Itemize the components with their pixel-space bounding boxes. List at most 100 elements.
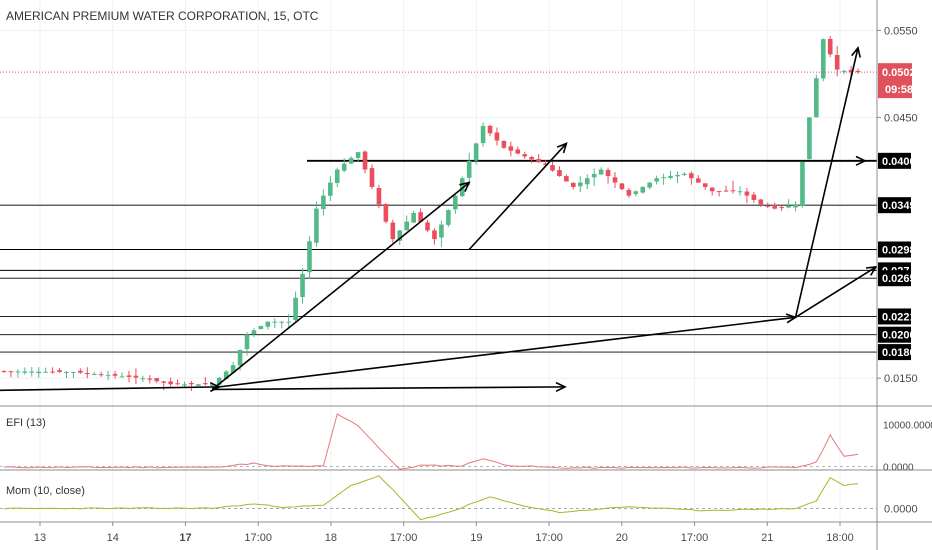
arrow-head (556, 142, 568, 154)
candle-body (779, 207, 784, 209)
candle-body (647, 182, 653, 188)
candle-body (161, 381, 166, 383)
efi-tick-label: 0.0000 (883, 463, 914, 474)
candle-body (293, 297, 298, 321)
arrow-shaft (211, 181, 470, 391)
candle-body (119, 376, 125, 378)
candle-body (480, 126, 486, 144)
candle-body (216, 377, 222, 385)
candle-body (800, 160, 805, 207)
candle-body (543, 163, 548, 166)
trend-arrow[interactable] (795, 265, 878, 319)
candle-body (78, 370, 83, 373)
candle-body (848, 69, 854, 73)
level-tag (878, 197, 911, 214)
candle-body (91, 373, 97, 375)
candle-body (71, 372, 76, 374)
candle-body (696, 178, 701, 183)
candle-body (154, 378, 160, 382)
efi-line (3, 413, 859, 470)
candle-body (536, 158, 541, 163)
trend-arrow[interactable] (767, 155, 867, 166)
time-tick-label: 19 (470, 532, 482, 544)
arrow-shaft (794, 47, 859, 318)
candle-body (807, 117, 812, 160)
candle-body (230, 365, 236, 373)
candle-body (508, 146, 514, 151)
candle-body (515, 149, 521, 154)
price-tick-label: 0.0180 (882, 347, 916, 359)
candle-body (286, 321, 291, 323)
price-tick-label: 0.0150 (884, 373, 918, 385)
trend-arrow[interactable] (468, 142, 568, 251)
level-tag (878, 152, 911, 169)
candle-body (425, 222, 430, 231)
candle-body (584, 178, 590, 185)
time-tick-label: 17:00 (390, 532, 418, 544)
candle-body (730, 190, 736, 192)
candle-body (348, 157, 354, 164)
candle-body (619, 183, 625, 190)
efi-pane (0, 413, 877, 470)
candle-body (432, 230, 437, 240)
arrow-head (851, 46, 861, 58)
arrow-head (865, 265, 878, 276)
candle-body (473, 143, 479, 161)
arrow-head (555, 381, 567, 393)
time-tick-label: 18:00 (826, 532, 854, 544)
candle-body (501, 140, 507, 148)
horizontal-levels[interactable] (0, 159, 877, 353)
candle-body (577, 182, 583, 187)
time-axis[interactable]: 13 14 17 17:00 18 17:00 19 17:00 20 17:00 21 18:00 (34, 522, 854, 544)
candle-body (189, 382, 194, 385)
candle-body (591, 173, 597, 178)
candle-body (1, 371, 7, 373)
candle-body (328, 182, 333, 196)
candle-body (22, 371, 28, 373)
time-tick-label: 17:00 (535, 532, 563, 544)
candle-body (57, 370, 62, 372)
trend-arrows[interactable] (0, 46, 878, 393)
candle-body (355, 152, 361, 158)
trend-arrow[interactable] (219, 313, 798, 388)
candle-body (841, 70, 847, 72)
trend-arrow[interactable] (0, 381, 222, 393)
price-axis[interactable]: 0.05500.04500.04000.03490.02980.02740.02… (877, 25, 932, 516)
candle-body (814, 78, 819, 118)
candle-body (772, 204, 777, 209)
price-tick-label: 0.0265 (882, 273, 916, 285)
candle-body (633, 191, 639, 195)
candle-body (334, 169, 340, 184)
candle-body (418, 212, 423, 222)
candle-body (112, 373, 118, 376)
candle-body (376, 188, 382, 205)
efi-tick-label: 10000.0000 (883, 421, 932, 432)
candle-body (564, 176, 569, 182)
current-price-label: 0.0502 (882, 67, 916, 79)
candle-body (466, 160, 472, 178)
time-tick-label: 13 (34, 532, 46, 544)
arrow-shaft (212, 386, 566, 391)
candle-body (689, 173, 694, 179)
price-tick-label: 0.0200 (882, 330, 916, 342)
candle-body (640, 186, 646, 193)
candle-body (827, 38, 833, 55)
candle-body (209, 384, 215, 386)
time-tick-label: 17:00 (244, 532, 272, 544)
candle-body (369, 168, 375, 187)
candle-body (626, 189, 632, 196)
trend-arrow[interactable] (212, 381, 567, 393)
time-tick-label: 20 (616, 532, 628, 544)
candle-body (98, 374, 104, 376)
current-price-tag[interactable] (878, 63, 912, 99)
candle-body (300, 273, 305, 298)
candle-body (675, 174, 680, 177)
candle-body (439, 224, 444, 238)
candle-body (737, 191, 743, 193)
price-tick-label: 0.0349 (882, 200, 916, 212)
trend-arrow[interactable] (794, 46, 861, 318)
candle-body (557, 170, 562, 177)
trend-arrow[interactable] (211, 181, 471, 391)
